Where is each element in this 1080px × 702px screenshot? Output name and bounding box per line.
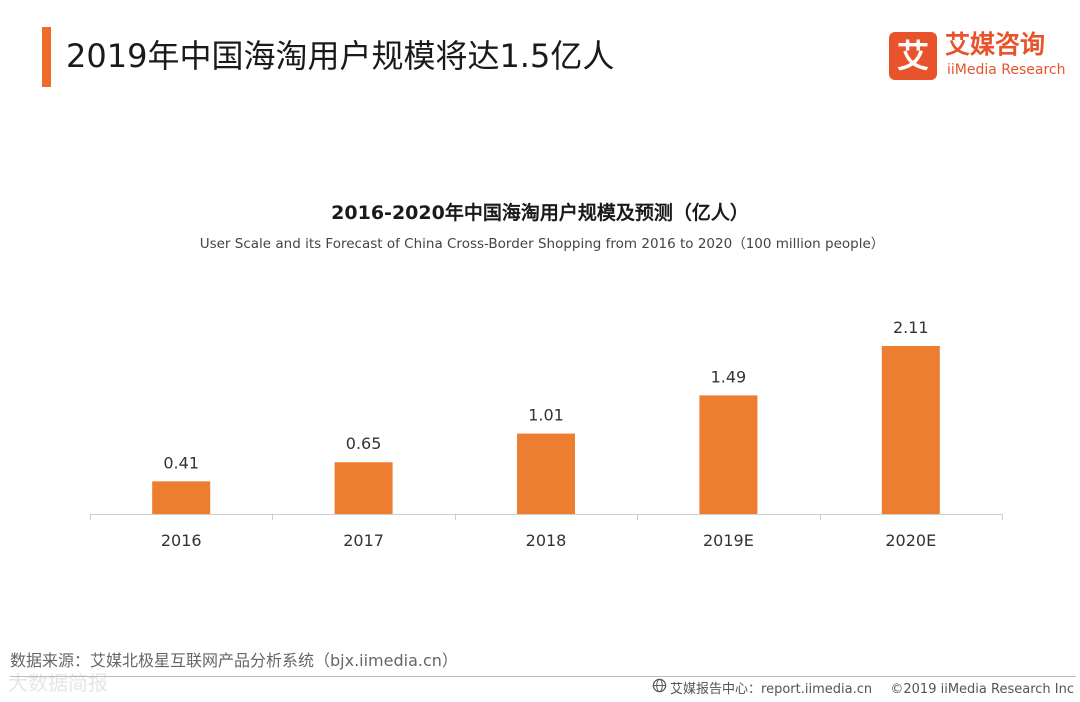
footer-divider [10, 676, 1076, 677]
copyright-text: ©2019 iiMedia Research Inc [890, 682, 1074, 697]
bars [152, 346, 940, 514]
data-label: 0.65 [346, 434, 382, 453]
bar [334, 462, 393, 514]
data-source-note: 数据来源：艾媒北极星互联网产品分析系统（bjx.iimedia.cn） [10, 651, 458, 670]
bar [881, 346, 940, 514]
data-label: 2.11 [893, 318, 929, 337]
iimedia-logo[interactable]: 艾 艾媒咨询 iiMedia Research [889, 30, 1069, 82]
data-label: 1.01 [528, 406, 564, 425]
logo-mark-icon: 艾 [889, 32, 937, 80]
footer-report-info: 艾媒报告中心：report.iimedia.cn ©2019 iiMedia R… [652, 678, 1074, 701]
x-tick-label: 2019E [703, 531, 754, 550]
x-tick-label: 2016 [161, 531, 202, 550]
chart-subtitle: User Scale and its Forecast of China Cro… [200, 236, 885, 252]
bar [152, 481, 211, 514]
logo-name-cn: 艾媒咨询 [945, 30, 1046, 59]
data-label: 0.41 [163, 453, 199, 472]
bar [517, 433, 575, 514]
bar [699, 395, 758, 514]
x-tick-label: 2020E [885, 531, 936, 550]
watermark: 大数据简报 [8, 671, 108, 695]
globe-icon [652, 678, 667, 701]
bar-chart: 2016-2020年中国海淘用户规模及预测（亿人） User Scale and… [90, 201, 1003, 550]
x-tick-label: 2017 [343, 531, 384, 550]
data-labels: 0.41 0.65 1.01 1.49 2.11 [163, 318, 928, 472]
chart-title: 2016-2020年中国海淘用户规模及预测（亿人） [331, 201, 749, 224]
title-accent-bar [42, 27, 51, 87]
page-title: 2019年中国海淘用户规模将达1.5亿人 [66, 37, 615, 75]
report-site-link[interactable]: 艾媒报告中心：report.iimedia.cn [670, 682, 873, 697]
x-tick-labels: 2016 2017 2018 2019E 2020E [161, 531, 936, 550]
logo-name-en: iiMedia Research [947, 62, 1066, 78]
x-axis [90, 514, 1003, 520]
x-tick-label: 2018 [526, 531, 567, 550]
data-label: 1.49 [711, 367, 747, 386]
